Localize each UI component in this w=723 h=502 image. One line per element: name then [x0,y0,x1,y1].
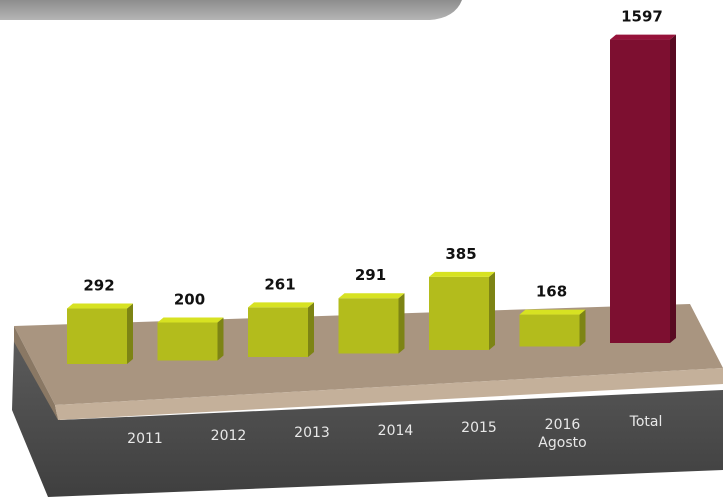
value-label: 385 [445,245,476,263]
value-label: 292 [83,277,114,295]
bar-top [67,303,133,309]
bar [67,303,133,364]
bar-side [489,271,495,350]
base-slab [12,340,723,497]
platform-edge [55,368,723,420]
value-label: 261 [264,275,295,293]
bar-side [670,34,676,343]
bar-top [519,309,586,315]
bar-top [429,271,495,277]
bar [157,317,224,361]
x-tick-label: 2011 [127,431,163,447]
x-tick-label: 2014 [377,422,414,439]
bar [338,293,405,354]
bar [248,302,314,357]
x-tick-label: 2016 Agosto [538,417,587,451]
value-label: 168 [536,283,567,301]
x-tick-label: 2013 [294,425,330,442]
bar-side [398,293,405,354]
bar-front [429,276,489,350]
bar-side [127,303,133,364]
bar-front [610,39,670,343]
bar-side [308,302,314,357]
bar [610,34,676,343]
bar-top [610,34,676,40]
bar-front [519,314,580,347]
platform-side [14,326,58,420]
bar-front [248,307,308,357]
bar [429,271,495,350]
banner [0,0,462,20]
value-label: 200 [174,291,205,309]
bar-front [157,322,218,361]
bar-front [67,308,127,364]
value-label: 291 [355,266,386,284]
bar-top [157,317,224,323]
value-label: 1597 [621,8,663,26]
bar-front [338,298,399,354]
bar-side [217,317,224,361]
bar-top [338,293,405,299]
bar-side [579,309,586,347]
x-tick-label: Total [629,414,663,431]
x-tick-label: 2015 [461,419,497,436]
bar-top [248,302,314,308]
x-tick-label: 2012 [210,428,247,445]
bar [519,309,586,347]
